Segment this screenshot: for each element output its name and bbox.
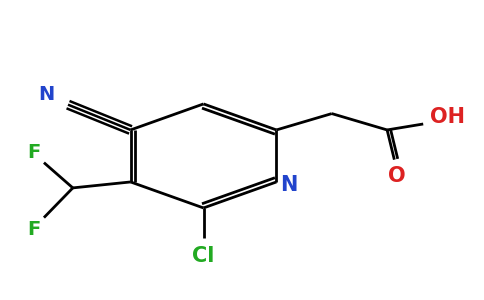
Text: OH: OH [430,106,465,127]
Text: N: N [38,85,55,104]
Text: Cl: Cl [192,245,215,266]
Text: N: N [280,175,297,195]
Text: F: F [28,143,41,162]
Text: F: F [28,220,41,239]
Text: O: O [388,166,406,186]
